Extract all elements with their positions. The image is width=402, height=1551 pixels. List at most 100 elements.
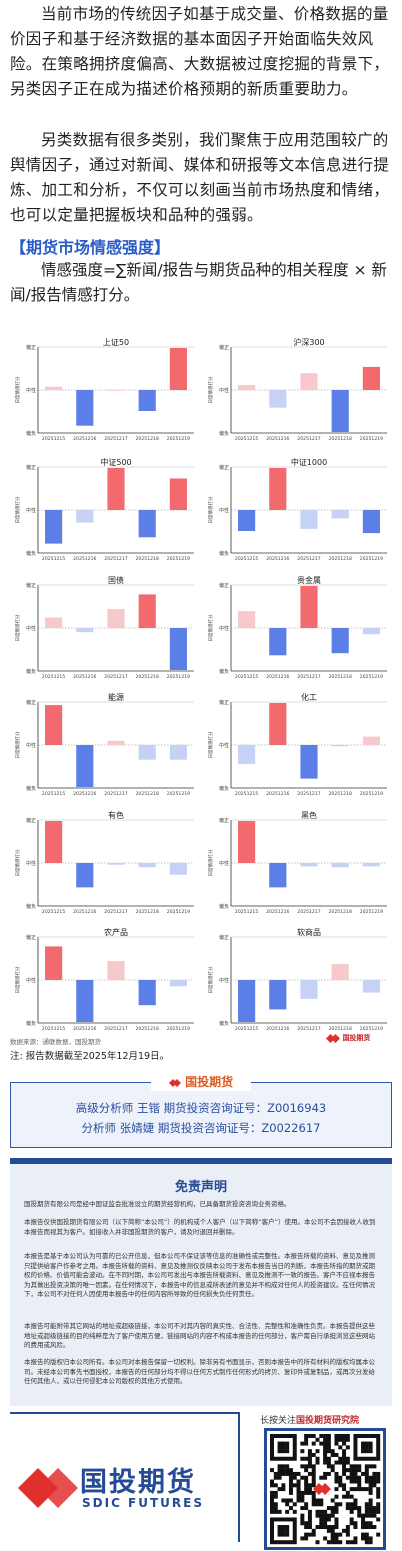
bar: [138, 980, 156, 1006]
chart-title: 软商品: [297, 927, 321, 937]
x-tick-label: 20251218: [329, 791, 352, 797]
bar: [107, 390, 125, 391]
sentiment-formula: 情感强度=∑新闻/报告与期货品种的相关程度 × 新闻/报告情感打分。: [10, 261, 387, 304]
x-tick-label: 20251217: [104, 909, 127, 915]
x-tick-label: 20251215: [235, 791, 258, 797]
y-tick-label: 中性: [26, 625, 36, 632]
bar: [107, 468, 125, 510]
chart-11: 农产品 偏正 中性 偏负 日度情感打分 20251215 20251216 20251217 2…: [8, 927, 200, 1039]
bar: [300, 863, 318, 867]
y-axis-title: 日度情感打分: [207, 614, 214, 641]
y-tick-label: 偏负: [219, 903, 229, 910]
y-tick-label: 中性: [219, 507, 229, 514]
y-tick-label: 中性: [219, 387, 229, 394]
x-tick-label: 20251217: [104, 1026, 127, 1032]
y-tick-label: 偏负: [26, 430, 36, 437]
bar: [45, 386, 63, 390]
y-axis-title: 日度情感打分: [207, 849, 214, 876]
bar: [238, 384, 256, 390]
chart-title: 黑色: [301, 810, 317, 820]
bar: [331, 390, 349, 432]
chart-8: 化工 偏正 中性 偏负 日度情感打分 20251215 20251216 20251217 20…: [201, 692, 393, 804]
bar: [362, 510, 380, 534]
y-axis-title: 日度情感打分: [207, 731, 214, 758]
chart-title: 国债: [108, 575, 124, 585]
disclaimer-top-bar: [10, 1158, 392, 1164]
bar: [362, 736, 380, 745]
x-tick-label: 20251217: [104, 674, 127, 680]
bar: [45, 705, 63, 745]
y-tick-label: 偏负: [26, 550, 36, 557]
bar: [238, 745, 256, 764]
x-tick-label: 20251218: [136, 909, 159, 915]
bar: [362, 980, 380, 993]
data-source: 数据来源：通联数据，国投期货: [10, 1038, 101, 1046]
bar: [300, 373, 318, 390]
chart-title: 中证1000: [291, 457, 327, 467]
chart-4: 中证1000 偏正 中性 偏负 日度情感打分 20251215 20251216 202512…: [201, 457, 393, 569]
x-tick-label: 20251217: [104, 791, 127, 797]
bar: [269, 390, 287, 408]
x-tick-label: 20251219: [360, 909, 383, 915]
bar: [138, 390, 156, 411]
y-axis-title: 日度情感打分: [14, 731, 21, 758]
y-tick-label: 中性: [26, 977, 36, 984]
x-tick-label: 20251218: [136, 436, 159, 442]
chart-10: 黑色 偏正 中性 偏负 日度情感打分 20251215 20251216 20251217 20…: [201, 810, 393, 922]
chart-title: 能源: [108, 692, 124, 702]
y-tick-label: 偏负: [219, 785, 229, 792]
x-tick-label: 20251219: [360, 791, 383, 797]
bar: [269, 628, 287, 656]
brand-mark-icon: [168, 1078, 181, 1087]
y-tick-label: 偏负: [26, 668, 36, 675]
y-tick-label: 偏负: [26, 785, 36, 792]
y-tick-label: 偏正: [219, 934, 229, 941]
x-tick-label: 20251215: [42, 674, 65, 680]
y-axis-title: 日度情感打分: [14, 966, 21, 993]
x-tick-label: 20251218: [136, 791, 159, 797]
x-tick-label: 20251215: [42, 909, 65, 915]
y-tick-label: 偏正: [219, 344, 229, 351]
chart-2: 沪深300 偏正 中性 偏负 日度情感打分 20251215 20251216 2025121…: [201, 337, 393, 449]
y-tick-label: 偏正: [26, 699, 36, 706]
x-tick-label: 20251217: [104, 436, 127, 442]
bar: [76, 863, 94, 888]
x-tick-label: 20251216: [73, 436, 96, 442]
y-axis-title: 日度情感打分: [14, 614, 21, 641]
chart-5: 国债 偏正 中性 偏负 日度情感打分 20251215 20251216 20251217 20…: [8, 575, 200, 687]
bar: [269, 468, 287, 510]
x-tick-label: 20251218: [329, 909, 352, 915]
chart-3: 中证500 偏正 中性 偏负 日度情感打分 20251215 20251216 2025121…: [8, 457, 200, 569]
analyst-line-1: 高级分析师 王锴 期货投资咨询证号：Z0016943: [75, 1101, 327, 1115]
bar: [76, 628, 94, 633]
y-tick-label: 中性: [26, 507, 36, 514]
x-tick-label: 20251219: [167, 1026, 190, 1032]
y-tick-label: 偏正: [26, 582, 36, 589]
chart-title: 贵金属: [297, 575, 321, 585]
x-tick-label: 20251217: [297, 674, 320, 680]
bar: [331, 863, 349, 868]
y-axis-title: 日度情感打分: [14, 376, 21, 403]
bar: [238, 510, 256, 531]
chart-title: 沪深300: [293, 337, 324, 347]
y-axis-title: 日度情感打分: [207, 496, 214, 523]
bar: [300, 586, 318, 628]
x-tick-label: 20251216: [73, 909, 96, 915]
chart-logo-text: 国投期货: [342, 1034, 371, 1042]
chart-logo: 国投期货: [326, 1033, 370, 1043]
bar: [238, 611, 256, 628]
qr-code[interactable]: [264, 1428, 386, 1550]
bar: [107, 961, 125, 980]
analyst-heading-text: 国投期货: [185, 1075, 234, 1089]
intro-paragraph-2: 另类数据有很多类别，我们聚焦于应用范围较广的舆情因子，通过对新闻、媒体和研报等文…: [10, 131, 390, 224]
x-tick-label: 20251215: [235, 556, 258, 562]
y-axis-title: 日度情感打分: [207, 966, 214, 993]
disclaimer-paragraph-1: 国投期货有限公司是经中国证监会批准设立的期货经营机构，已具备期货投资咨询业务资格…: [24, 1200, 291, 1208]
x-tick-label: 20251219: [167, 436, 190, 442]
